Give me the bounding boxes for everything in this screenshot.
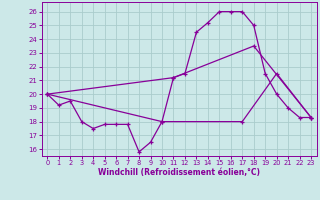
- X-axis label: Windchill (Refroidissement éolien,°C): Windchill (Refroidissement éolien,°C): [98, 168, 260, 177]
